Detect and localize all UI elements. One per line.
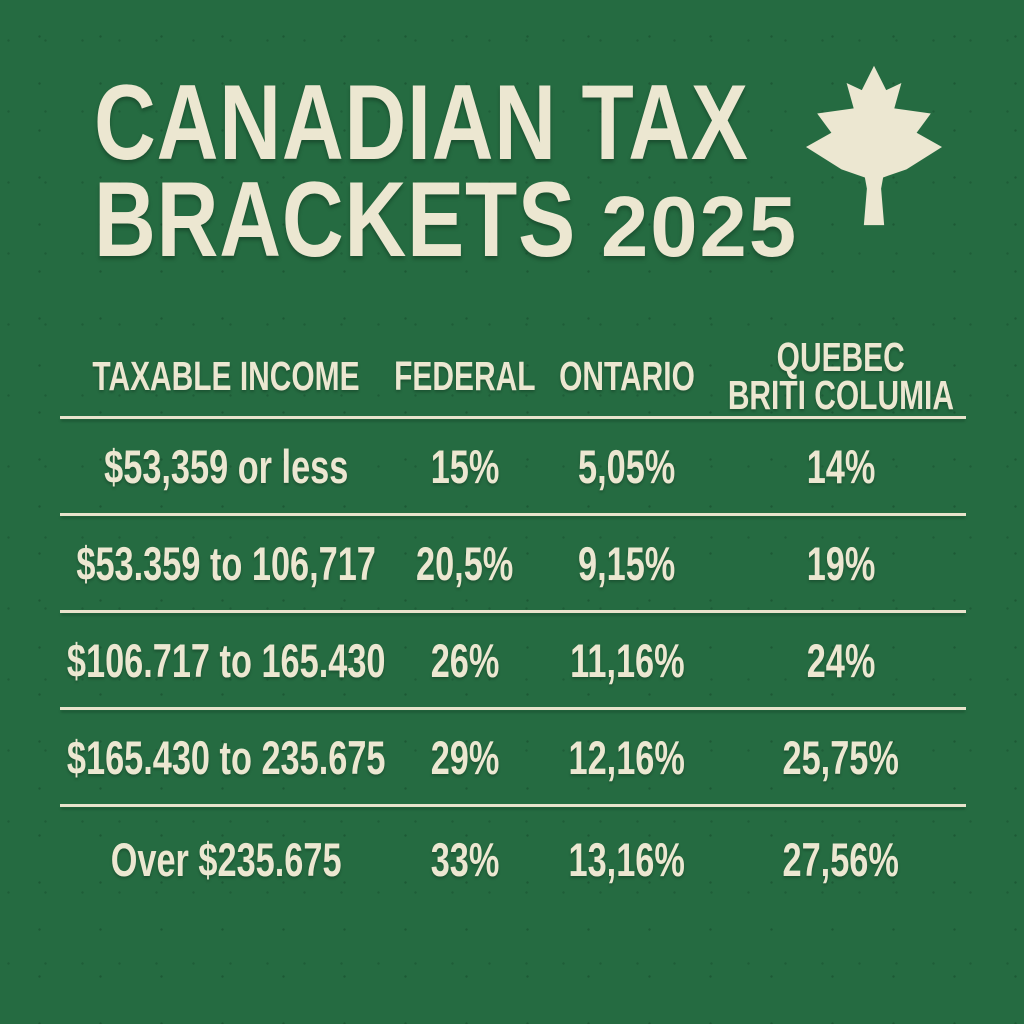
cell-federal-rate: 20,5% <box>392 536 538 591</box>
cell-ontario-rate: 11,16% <box>538 633 716 688</box>
cell-income-bracket: Over $235.675 <box>60 832 392 887</box>
quebec-rate-value: 27,56% <box>782 832 900 886</box>
cell-income-bracket: $53.359 to 106,717 <box>60 536 392 591</box>
row-divider <box>60 707 966 710</box>
ontario-rate-value: 11,16% <box>569 633 685 687</box>
table-row-1: $53,359 or less 15% 5,05% 14% <box>60 419 966 513</box>
quebec-rate-value: 14% <box>806 439 876 493</box>
income-bracket-value: Over $235.675 <box>110 832 342 886</box>
maple-leaf-icon <box>806 65 942 226</box>
cell-ontario-rate: 5,05% <box>538 439 716 494</box>
row-divider <box>60 513 966 516</box>
table-row-5: Over $235.675 33% 13,16% 27,56% <box>60 807 966 911</box>
federal-rate-value: 20,5% <box>416 536 514 590</box>
federal-rate-value: 29% <box>430 730 500 784</box>
income-bracket-value: $53,359 or less <box>103 439 349 493</box>
ontario-rate-value: 9,15% <box>578 536 676 590</box>
col-header-ontario-label: ONTARIO <box>559 353 695 399</box>
quebec-rate-value: 24% <box>806 633 876 687</box>
ontario-rate-value: 13,16% <box>568 832 686 886</box>
col-header-federal: FEDERAL <box>392 353 538 399</box>
table-row-2: $53.359 to 106,717 20,5% 9,15% 19% <box>60 516 966 610</box>
cell-income-bracket: $106.717 to 165.430 <box>60 633 392 688</box>
tax-brackets-table: TAXABLE INCOME FEDERAL ONTARIO QUEBEC BR… <box>60 336 966 911</box>
cell-ontario-rate: 13,16% <box>538 832 716 887</box>
header-divider <box>60 416 966 419</box>
col-header-quebec-briti-columia: QUEBEC BRITI COLUMIA <box>716 334 966 418</box>
col-header-ontario: ONTARIO <box>538 353 716 399</box>
cell-ontario-rate: 12,16% <box>538 730 716 785</box>
ontario-rate-value: 5,05% <box>578 439 676 493</box>
cell-quebec-rate: 25,75% <box>716 730 966 785</box>
cell-quebec-rate: 14% <box>716 439 966 494</box>
title-line-1: CANADIAN TAX <box>94 69 912 176</box>
income-bracket-value: $53.359 to 106,717 <box>76 536 376 590</box>
row-divider <box>60 804 966 807</box>
cell-federal-rate: 26% <box>392 633 538 688</box>
table-header-row: TAXABLE INCOME FEDERAL ONTARIO QUEBEC BR… <box>60 336 966 416</box>
cell-income-bracket: $53,359 or less <box>60 439 392 494</box>
cell-federal-rate: 33% <box>392 832 538 887</box>
cell-quebec-rate: 24% <box>716 633 966 688</box>
table-row-4: $165.430 to 235.675 29% 12,16% 25,75% <box>60 710 966 804</box>
cell-federal-rate: 29% <box>392 730 538 785</box>
federal-rate-value: 26% <box>430 633 500 687</box>
cell-income-bracket: $165.430 to 235.675 <box>60 730 392 785</box>
federal-rate-value: 33% <box>430 832 500 886</box>
col-header-briti-columia-label: BRITI COLUMIA <box>727 372 955 418</box>
cell-quebec-rate: 27,56% <box>716 832 966 887</box>
title-line-2: BRACKETS <box>94 166 696 273</box>
quebec-rate-value: 25,75% <box>782 730 900 784</box>
income-bracket-value: $165.430 to 235.675 <box>66 730 386 784</box>
table-row-3: $106.717 to 165.430 26% 11,16% 24% <box>60 613 966 707</box>
cell-federal-rate: 15% <box>392 439 538 494</box>
col-header-taxable-income-label: TAXABLE INCOME <box>92 353 360 399</box>
cell-quebec-rate: 19% <box>716 536 966 591</box>
cell-ontario-rate: 9,15% <box>538 536 716 591</box>
quebec-rate-value: 19% <box>806 536 876 590</box>
title-year: 2025 <box>601 180 799 275</box>
col-header-federal-label: FEDERAL <box>394 353 536 399</box>
col-header-taxable-income: TAXABLE INCOME <box>60 353 392 399</box>
federal-rate-value: 15% <box>430 439 500 493</box>
row-divider <box>60 610 966 613</box>
ontario-rate-value: 12,16% <box>568 730 686 784</box>
title-text-brackets: BRACKETS <box>94 159 576 279</box>
col-header-quebec-label: QUEBEC <box>776 334 906 380</box>
title-text-canadian-tax: CANADIAN TAX <box>94 62 749 182</box>
income-bracket-value: $106.717 to 165.430 <box>66 633 386 687</box>
